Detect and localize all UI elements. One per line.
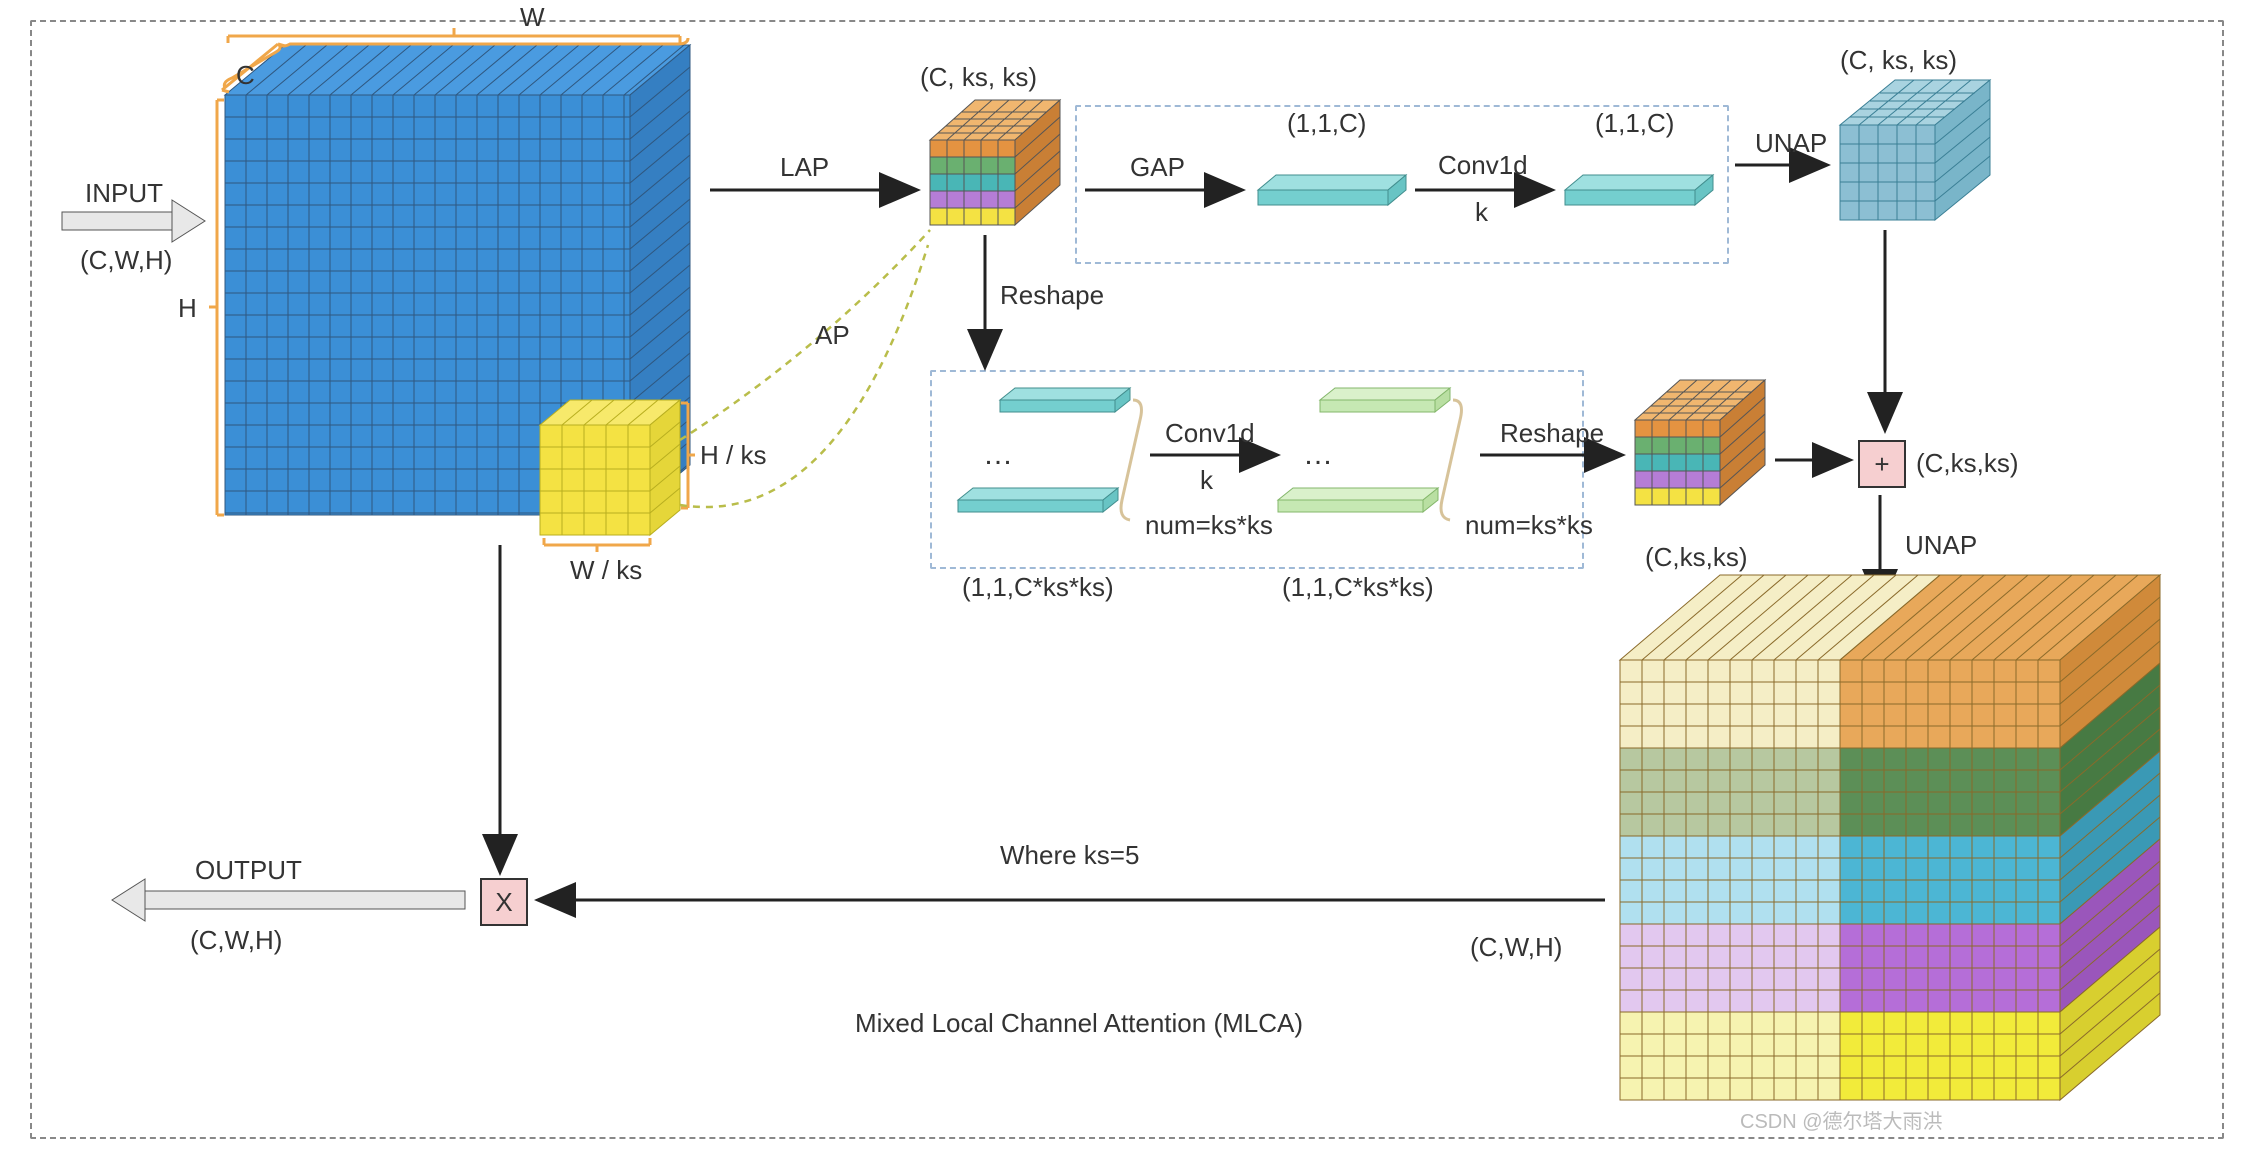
ckk-label-bot: (C,ks,ks): [1645, 542, 1748, 573]
c11-label-2: (1,1,C): [1595, 108, 1674, 139]
svg-canvas: [0, 0, 2250, 1155]
conv1d-label-top: Conv1d: [1438, 150, 1528, 181]
ckk-cube-top: [1840, 80, 1990, 220]
unap-label-top: UNAP: [1755, 128, 1827, 159]
yellow-patch: [540, 400, 680, 535]
lap-label: LAP: [780, 152, 829, 183]
ckk-cube-1: [930, 100, 1060, 225]
ellipsis-2: …: [1303, 438, 1333, 472]
cksks-long-2: (1,1,C*ks*ks): [1282, 572, 1434, 603]
watermark-text: CSDN @德尔塔大雨洪: [1740, 1105, 1943, 1134]
output-label: OUTPUT: [195, 855, 302, 886]
reshape-label-1: Reshape: [1000, 280, 1104, 311]
input-label: INPUT: [85, 178, 163, 209]
times-op-box: X: [480, 878, 528, 926]
diagram-root: + X INPUT (C,W,H) OUTPUT (C,W,H) C W H H…: [0, 0, 2250, 1155]
w-ks-label: W / ks: [570, 555, 642, 586]
c11-label-1: (1,1,C): [1287, 108, 1366, 139]
output-colored-cube: [1620, 575, 2160, 1100]
plus-symbol: +: [1874, 449, 1889, 480]
plus-op-box: +: [1858, 440, 1906, 488]
input-dims-label: (C,W,H): [80, 245, 172, 276]
ellipsis-1: …: [983, 438, 1013, 472]
ckk-label-1: (C, ks, ks): [920, 62, 1037, 93]
c-label: C: [236, 60, 255, 91]
ckk-label-plus: (C,ks,ks): [1916, 448, 2019, 479]
where-label: Where ks=5: [1000, 840, 1139, 871]
ap-dashed-curve: [680, 230, 930, 440]
ckk-label-top: (C, ks, ks): [1840, 45, 1957, 76]
times-symbol: X: [495, 887, 512, 918]
unap-label-down: UNAP: [1905, 530, 1977, 561]
num-label-2: num=ks*ks: [1465, 510, 1593, 541]
cwh-right-label: (C,W,H): [1470, 932, 1562, 963]
gap-label: GAP: [1130, 152, 1185, 183]
stick-2: [1565, 175, 1713, 205]
output-dims-label: (C,W,H): [190, 925, 282, 956]
cksks-long-1: (1,1,C*ks*ks): [962, 572, 1114, 603]
ckk-cube-bottom: [1635, 380, 1765, 505]
stick-1: [1258, 175, 1406, 205]
k-label-top: k: [1475, 197, 1488, 228]
title-label: Mixed Local Channel Attention (MLCA): [855, 1008, 1303, 1039]
ap-label: AP: [815, 320, 850, 351]
reshape-label-2: Reshape: [1500, 418, 1604, 449]
k-label-mid: k: [1200, 465, 1213, 496]
conv1d-label-mid: Conv1d: [1165, 418, 1255, 449]
w-label: W: [520, 2, 545, 33]
h-label: H: [178, 293, 197, 324]
brace-w-ks: [544, 538, 650, 552]
h-ks-label: H / ks: [700, 440, 766, 471]
brace-h-simple: [209, 100, 224, 515]
num-label-1: num=ks*ks: [1145, 510, 1273, 541]
